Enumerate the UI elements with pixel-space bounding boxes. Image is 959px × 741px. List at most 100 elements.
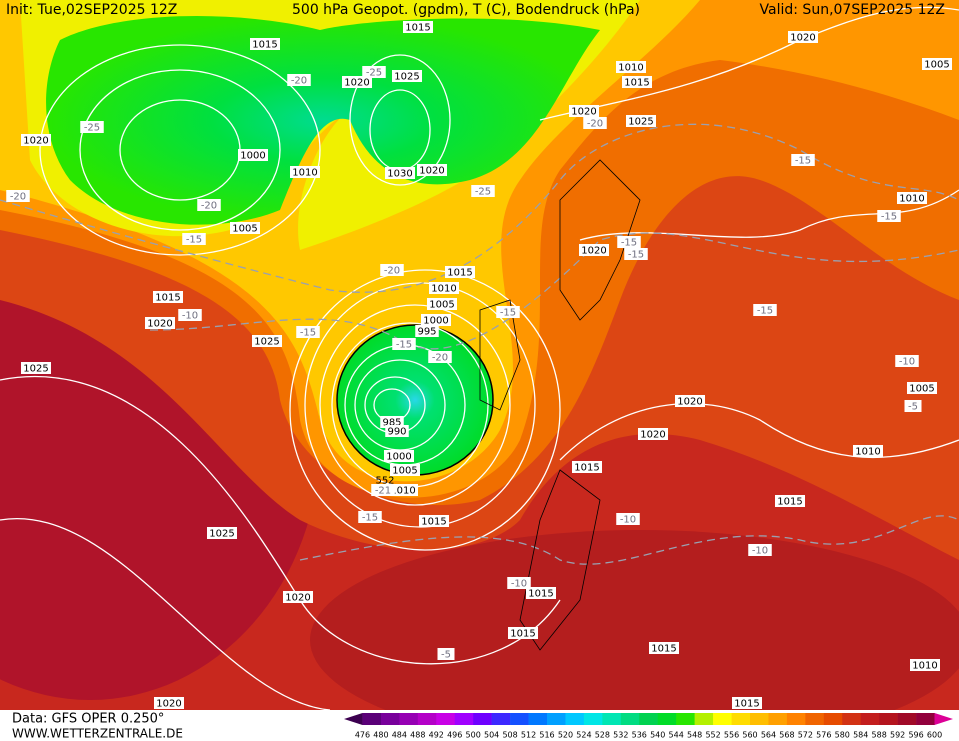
map-labels: 1015 1015 1025 1020 1010 1015 1020 1005 1020 1000… (6, 21, 952, 710)
pressure-label: 1015 (624, 78, 649, 89)
pressure-label-box (419, 515, 449, 527)
temperature-label-box (182, 233, 206, 245)
pressure-label: 1015 (405, 23, 430, 34)
temperature-label: -25 (366, 68, 382, 79)
colorbar-swatch (786, 713, 806, 725)
colorbar-label: 552 (705, 731, 720, 740)
temperature-label-box (895, 355, 919, 367)
pressure-label-box (417, 164, 447, 176)
pressure-label: 1030 (387, 169, 412, 180)
pressure-label-box (853, 445, 883, 457)
pressure-label: 1000 (386, 452, 411, 463)
pressure-label-box (421, 314, 451, 326)
colorbar-label: 580 (835, 731, 850, 740)
temperature-label-box (197, 199, 221, 211)
colorbar-label: 588 (872, 731, 887, 740)
temperature-label: -5 (441, 650, 451, 661)
colorbar-label: 568 (779, 731, 794, 740)
temperature-label: -15 (500, 308, 516, 319)
temperature-label: -20 (587, 119, 603, 130)
pressure-label-box (385, 167, 415, 179)
colorbar-label: 596 (908, 731, 923, 740)
colorbar-label: 512 (521, 731, 536, 740)
pressure-label: 1020 (344, 78, 369, 89)
pressure-label-box (569, 105, 599, 117)
colorbar-swatch (602, 713, 622, 725)
colorbar-swatch (510, 713, 529, 725)
temperature-label: -20 (201, 201, 217, 212)
colorbar-swatch (694, 713, 714, 725)
pressure-label-box (388, 484, 418, 496)
pressure-label: 985 (382, 418, 401, 429)
field-cold (337, 325, 493, 475)
pressure-label-box (445, 266, 475, 278)
temperature-label: -10 (620, 515, 636, 526)
colorbar-label: 556 (724, 731, 739, 740)
pressure-label-box (252, 335, 282, 347)
pressure-label-box (283, 591, 313, 603)
temperature-label-box (362, 66, 386, 78)
pressure-label: 1020 (677, 397, 702, 408)
colorbar-swatch (380, 713, 400, 725)
pressure-label-box (910, 659, 940, 671)
pressure-label: 1015 (510, 629, 535, 640)
pressure-label: 1015 (734, 699, 759, 710)
colorbar-label: 492 (429, 731, 444, 740)
temperature-label-box (748, 544, 772, 556)
colorbar-label: 496 (447, 731, 462, 740)
pressure-label: 1025 (23, 364, 48, 375)
colorbar-swatch (491, 713, 511, 725)
colorbar-label: 536 (632, 731, 647, 740)
temperature-label: -15 (628, 250, 644, 261)
temperature-label-box (296, 326, 320, 338)
temperature-label-box (6, 190, 30, 202)
colorbar-label: 524 (576, 731, 591, 740)
pressure-label: 1020 (790, 33, 815, 44)
data-source: Data: GFS OPER 0.250° (12, 712, 164, 727)
colorbar-swatch (362, 713, 382, 725)
pressure-label-box (403, 21, 433, 33)
temperature-label: -15 (621, 238, 637, 249)
temperature-label-box (616, 513, 640, 525)
pressure-label-box (390, 464, 420, 476)
temperature-label: -10 (182, 311, 198, 322)
pressure-label: 1020 (419, 166, 444, 177)
colorbar-label: 476 (355, 731, 370, 740)
pressure-label: 1025 (209, 529, 234, 540)
colorbar-label: 532 (613, 731, 628, 740)
temperature-label-box (380, 264, 404, 276)
pressure-label: 1015 (777, 497, 802, 508)
temperature-label-box (753, 304, 777, 316)
temperature-label: -20 (384, 266, 400, 277)
pressure-label-box (572, 461, 602, 473)
pressure-label-box (21, 134, 51, 146)
temperature-label: -10 (899, 357, 915, 368)
temperature-label-box (496, 306, 520, 318)
pressure-label: 990 (387, 427, 406, 438)
pressure-label-box (21, 362, 51, 374)
colorbar-label: 488 (410, 731, 425, 740)
colorbar-label: 480 (373, 731, 388, 740)
colorbar-swatch (897, 713, 917, 725)
pressure-label-box (788, 31, 818, 43)
pressure-label-box (250, 38, 280, 50)
pressure-label: 1020 (640, 430, 665, 441)
colorbar-label: 504 (484, 731, 499, 740)
colorbar-label: 592 (890, 731, 905, 740)
temperature-label: -10 (511, 579, 527, 590)
pressure-label: 1010 (390, 486, 415, 497)
pressure-label: 1015 (528, 589, 553, 600)
colorbar-swatch (879, 713, 898, 725)
temperature-label: -10 (752, 546, 768, 557)
pressure-label-box (626, 115, 656, 127)
colorbar-swatch (657, 713, 677, 725)
pressure-label: 1015 (252, 40, 277, 51)
pressure-label-box (392, 70, 422, 82)
temperature-label-box (904, 400, 922, 412)
temperature-label-box (624, 248, 648, 260)
temperature-label-box (583, 117, 607, 129)
colorbar-swatch (805, 713, 825, 725)
pressure-label: 1020 (581, 246, 606, 257)
